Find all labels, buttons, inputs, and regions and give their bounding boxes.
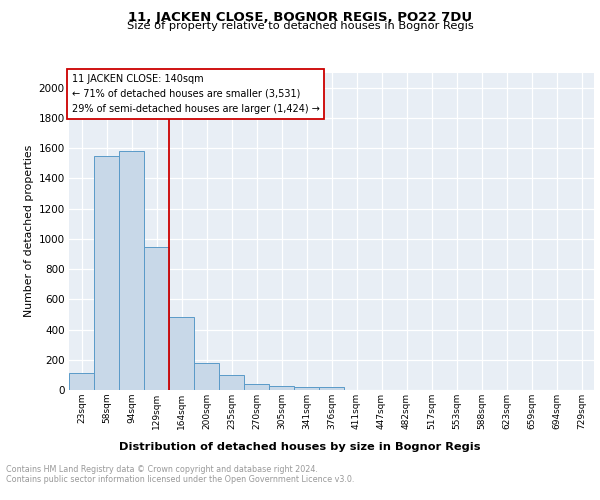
Bar bbox=[119, 151, 144, 390]
Y-axis label: Number of detached properties: Number of detached properties bbox=[25, 145, 34, 318]
Text: 11 JACKEN CLOSE: 140sqm
← 71% of detached houses are smaller (3,531)
29% of semi: 11 JACKEN CLOSE: 140sqm ← 71% of detache… bbox=[71, 74, 320, 114]
Bar bbox=[194, 363, 219, 390]
Bar bbox=[294, 388, 319, 390]
Bar bbox=[319, 388, 344, 390]
Text: Contains HM Land Registry data © Crown copyright and database right 2024.
Contai: Contains HM Land Registry data © Crown c… bbox=[6, 465, 355, 484]
Bar bbox=[269, 386, 294, 390]
Bar bbox=[94, 156, 119, 390]
Bar bbox=[219, 375, 244, 390]
Bar bbox=[169, 316, 194, 390]
Text: Size of property relative to detached houses in Bognor Regis: Size of property relative to detached ho… bbox=[127, 21, 473, 31]
Text: Distribution of detached houses by size in Bognor Regis: Distribution of detached houses by size … bbox=[119, 442, 481, 452]
Text: 11, JACKEN CLOSE, BOGNOR REGIS, PO22 7DU: 11, JACKEN CLOSE, BOGNOR REGIS, PO22 7DU bbox=[128, 11, 472, 24]
Bar bbox=[144, 247, 169, 390]
Bar bbox=[244, 384, 269, 390]
Bar bbox=[69, 374, 94, 390]
